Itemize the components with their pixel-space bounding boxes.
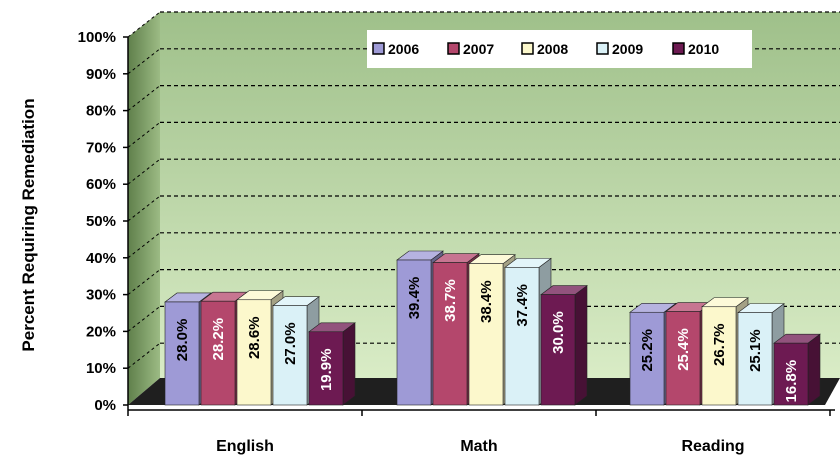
- category-label: English: [216, 438, 274, 455]
- data-label: 28.6%: [246, 316, 263, 359]
- bar-front: [236, 299, 272, 406]
- legend-swatch: [372, 42, 385, 55]
- x-axis: [127, 409, 835, 416]
- gridline-side: [127, 342, 161, 369]
- legend-box: [367, 30, 752, 68]
- bar-side: [342, 322, 356, 406]
- back-wall: [160, 12, 840, 378]
- gridline-side: [127, 48, 161, 75]
- data-label: 16.8%: [783, 360, 800, 403]
- data-label: 39.4%: [406, 277, 423, 320]
- category-label: Reading: [681, 438, 744, 455]
- data-label: 38.7%: [442, 279, 459, 322]
- data-label: 25.2%: [639, 329, 656, 372]
- legend-label: 2009: [612, 41, 643, 57]
- bar-front: [164, 301, 200, 406]
- data-label: 28.2%: [210, 318, 227, 361]
- category-labels: English Math Reading: [216, 438, 744, 455]
- bar-front: [665, 311, 701, 406]
- legend-swatch: [672, 42, 685, 55]
- gridline-side: [127, 158, 161, 185]
- y-tick-label: 50%: [86, 213, 116, 230]
- bar: 30.0%: [540, 285, 588, 406]
- bar-front: [200, 300, 236, 406]
- legend-label: 2007: [463, 41, 494, 57]
- bar-front: [468, 263, 504, 406]
- bar-front: [272, 305, 308, 406]
- y-tick-label: 40%: [86, 250, 116, 267]
- y-axis-title: Percent Requiring Remediation: [19, 98, 38, 351]
- bars: 28.0% 28.2% 28.6% 27.0% 19.9% 39.4% 38.7% 38.4%…: [164, 250, 821, 406]
- data-label: 27.0%: [282, 322, 299, 365]
- gridline-side: [127, 269, 161, 295]
- bar: 16.8%: [773, 333, 821, 406]
- bar-front: [504, 267, 540, 406]
- y-axis: 0% 10% 20% 30% 40% 50% 60% 70% 80% 90% 100%: [78, 29, 129, 414]
- bar-front: [540, 294, 576, 406]
- data-label: 37.4%: [514, 284, 531, 327]
- y-tick-label: 90%: [86, 66, 116, 83]
- bar: 19.9%: [308, 322, 356, 406]
- legend: 2006 2007 2008 2009 2010: [367, 30, 752, 68]
- bar: 27.0%: [272, 296, 320, 406]
- data-label: 26.7%: [711, 323, 728, 366]
- gridline-side: [127, 195, 161, 222]
- bar-front: [737, 312, 773, 406]
- bar-front: [701, 306, 737, 406]
- legend-label: 2006: [388, 41, 419, 57]
- y-tick-label: 70%: [86, 139, 116, 156]
- legend-swatch: [596, 42, 609, 55]
- category-label: Math: [460, 438, 497, 455]
- y-tick-label: 100%: [78, 29, 116, 46]
- bar-front: [308, 331, 344, 406]
- legend-swatch: [521, 42, 534, 55]
- y-tick-label: 60%: [86, 176, 116, 193]
- bar-front: [432, 262, 468, 406]
- data-label: 38.4%: [478, 280, 495, 323]
- data-label: 28.0%: [174, 319, 191, 362]
- legend-label: 2010: [688, 41, 719, 57]
- bar-front: [396, 259, 432, 406]
- gridline-side: [127, 122, 161, 148]
- data-label: 25.4%: [675, 328, 692, 371]
- bar-side: [807, 333, 821, 406]
- y-tick-label: 80%: [86, 103, 116, 120]
- data-label: 19.9%: [318, 348, 335, 391]
- bar-front: [629, 311, 665, 406]
- gridline-side: [127, 85, 161, 111]
- y-tick-label: 10%: [86, 360, 116, 377]
- gridline-side: [127, 232, 161, 259]
- y-tick-label: 0%: [94, 397, 116, 414]
- legend-swatch: [447, 42, 460, 55]
- legend-label: 2008: [537, 41, 568, 57]
- data-label: 30.0%: [550, 311, 567, 354]
- gridline-side: [127, 11, 161, 38]
- y-tick-label: 20%: [86, 323, 116, 340]
- bar-side: [574, 285, 588, 406]
- y-tick-label: 30%: [86, 287, 116, 304]
- data-label: 25.1%: [747, 329, 764, 372]
- bar-front: [773, 342, 809, 406]
- gridline-side: [127, 306, 161, 332]
